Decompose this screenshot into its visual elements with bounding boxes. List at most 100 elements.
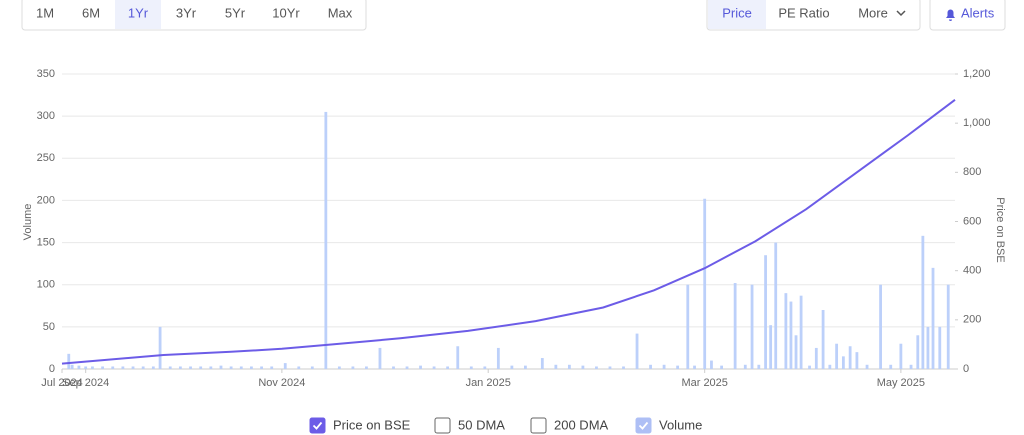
legend-checkbox[interactable] [530, 417, 547, 434]
volume-bar [743, 364, 747, 369]
volume-bar [67, 353, 71, 369]
volume-bar [456, 346, 460, 369]
volume-bar [168, 366, 172, 369]
range-button[interactable]: 5Yr [225, 5, 246, 20]
range-button[interactable]: 1M [36, 5, 54, 20]
alerts-label[interactable]: Alerts [961, 5, 995, 20]
legend-label[interactable]: Volume [659, 417, 702, 432]
volume-bar [158, 326, 162, 369]
volume-bar [270, 366, 274, 369]
volume-bar [469, 366, 473, 369]
volume-bar [446, 366, 450, 369]
volume-bar [635, 333, 639, 369]
view-button[interactable]: PE Ratio [778, 5, 829, 20]
y-tick-label: 0 [49, 363, 55, 375]
check-mark [638, 421, 649, 430]
volume-bar [750, 284, 754, 369]
y2-tick-label: 400 [963, 265, 981, 277]
range-group [21, 0, 367, 31]
x-tick-label: Jul 2024 [41, 377, 83, 389]
volume-bar [250, 366, 253, 369]
view-active-bg [708, 0, 766, 29]
volume-bar [931, 267, 935, 369]
volume-bar [769, 325, 773, 369]
y-tick-label: 250 [37, 152, 55, 164]
y-tick-label: 50 [43, 321, 55, 333]
volume-bar [794, 335, 798, 369]
volume-bar [921, 235, 925, 369]
volume-bar [540, 358, 544, 369]
volume-bar [916, 335, 920, 369]
volume-bar [101, 366, 104, 369]
legend-checkbox[interactable] [309, 417, 326, 434]
x-tick-label: May 2025 [877, 377, 925, 389]
volume-bar [524, 365, 527, 369]
volume-bar [496, 347, 500, 369]
x-tick-label: Sep 2024 [62, 377, 109, 389]
volume-bar [733, 283, 737, 369]
volume-bar [554, 364, 558, 369]
volume-bar [946, 284, 950, 369]
volume-bar [938, 326, 942, 369]
y2-tick-label: 0 [963, 363, 969, 375]
volume-bar [178, 366, 182, 369]
volume-bar [821, 310, 825, 369]
volume-bar [808, 365, 811, 369]
volume-bar [662, 364, 666, 369]
range-button[interactable]: Max [328, 5, 353, 20]
volume-bar [926, 326, 930, 369]
y2-tick-label: 1,200 [963, 68, 991, 80]
volume-bar [310, 366, 314, 369]
volume-bar [567, 364, 571, 369]
volume-bar [77, 365, 81, 369]
volume-bar [209, 366, 213, 369]
chevron [896, 10, 906, 17]
volume-bar [70, 364, 74, 369]
volume-bar [405, 366, 409, 369]
volume-bar [419, 365, 422, 369]
volume-bar [324, 111, 328, 369]
volume-bar [510, 365, 514, 369]
volume-bar [365, 366, 368, 369]
volume-bar [432, 366, 436, 369]
volume-bar [764, 255, 767, 369]
legend-label[interactable]: 50 DMA [458, 417, 505, 432]
volume-bar [622, 366, 625, 369]
volume-bar [111, 366, 115, 369]
volume-bar [879, 284, 882, 369]
volume-bar [141, 366, 145, 369]
volume-bar [131, 366, 135, 369]
x-tick-label: Nov 2024 [258, 377, 305, 389]
volume-bar [909, 364, 913, 369]
volume-bar [757, 364, 761, 369]
legend-checkbox[interactable] [635, 417, 652, 434]
range-button[interactable]: 3Yr [176, 5, 197, 20]
volume-bar [351, 366, 355, 369]
volume-bar [848, 346, 852, 369]
range-button[interactable]: 10Yr [272, 5, 300, 20]
view-button[interactable]: More [858, 5, 888, 20]
range-button[interactable]: 1Yr [128, 5, 149, 20]
volume-bar [229, 366, 233, 369]
volume-bar [581, 365, 585, 369]
alerts-button[interactable] [929, 0, 1006, 31]
volume-bar [151, 366, 155, 369]
volume-bar [720, 365, 724, 369]
y-tick-label: 350 [37, 68, 55, 80]
volume-bar [608, 366, 612, 369]
y-axis-label: Volume [22, 204, 34, 241]
range-button[interactable]: 6M [82, 5, 100, 20]
volume-bar [799, 295, 803, 369]
volume-bar [199, 366, 203, 369]
volume-bar [703, 198, 707, 369]
volume-bar [789, 301, 793, 369]
view-button[interactable]: Price [722, 5, 752, 20]
volume-bar [855, 352, 859, 369]
legend-checkbox[interactable] [434, 417, 451, 434]
legend-label[interactable]: 200 DMA [554, 417, 609, 432]
volume-bar [774, 242, 778, 369]
y2-tick-label: 600 [963, 215, 981, 227]
volume-bar [483, 366, 487, 369]
legend-label[interactable]: Price on BSE [333, 417, 411, 432]
